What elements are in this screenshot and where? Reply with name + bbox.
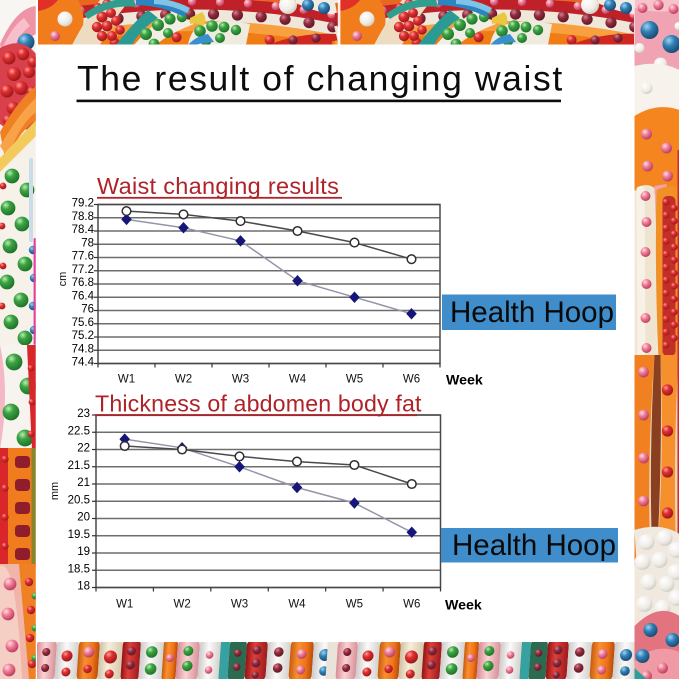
svg-text:21: 21 (77, 477, 90, 489)
svg-text:W4: W4 (289, 374, 307, 386)
svg-text:78: 78 (81, 237, 94, 249)
svg-text:W6: W6 (403, 374, 420, 386)
svg-text:W2: W2 (173, 599, 190, 611)
svg-text:77.2: 77.2 (72, 264, 94, 276)
svg-text:19.5: 19.5 (68, 529, 90, 541)
svg-text:The result of changing waist: The result of changing waist (77, 59, 564, 99)
svg-text:W4: W4 (288, 599, 306, 611)
svg-text:76.8: 76.8 (72, 277, 94, 289)
svg-text:W5: W5 (346, 599, 363, 611)
svg-text:Week: Week (446, 373, 483, 389)
svg-text:20: 20 (77, 512, 90, 524)
svg-text:23: 23 (77, 408, 90, 420)
svg-text:Health Hoop: Health Hoop (450, 296, 614, 329)
svg-text:cm: cm (57, 272, 69, 287)
svg-text:22.5: 22.5 (68, 425, 90, 437)
svg-text:W6: W6 (403, 599, 420, 611)
svg-text:74.4: 74.4 (72, 357, 95, 369)
svg-text:74.8: 74.8 (72, 343, 94, 355)
svg-text:18.5: 18.5 (68, 563, 90, 575)
svg-text:22: 22 (77, 443, 90, 455)
svg-text:77.6: 77.6 (72, 251, 94, 263)
svg-text:18: 18 (77, 581, 90, 593)
svg-text:20.5: 20.5 (68, 494, 90, 506)
svg-text:78.4: 78.4 (72, 224, 95, 236)
svg-text:Health Hoop: Health Hoop (452, 529, 616, 562)
svg-text:75.2: 75.2 (72, 330, 94, 342)
svg-text:76: 76 (81, 304, 94, 316)
svg-text:W3: W3 (231, 599, 248, 611)
svg-text:Week: Week (445, 598, 482, 614)
svg-text:Waist changing results: Waist changing results (97, 173, 339, 199)
svg-text:75.6: 75.6 (72, 317, 94, 329)
svg-text:78.8: 78.8 (72, 211, 94, 223)
svg-text:W1: W1 (118, 374, 135, 386)
svg-text:W2: W2 (175, 374, 192, 386)
svg-text:19: 19 (77, 546, 90, 558)
svg-text:W3: W3 (232, 374, 249, 386)
svg-text:mm: mm (49, 482, 61, 500)
svg-text:79.2: 79.2 (72, 198, 94, 210)
svg-text:W1: W1 (116, 599, 133, 611)
svg-text:W5: W5 (346, 374, 363, 386)
svg-text:21.5: 21.5 (68, 460, 90, 472)
svg-text:76.4: 76.4 (72, 290, 95, 302)
svg-text:Thickness of abdomen body fat: Thickness of abdomen body fat (95, 391, 422, 417)
